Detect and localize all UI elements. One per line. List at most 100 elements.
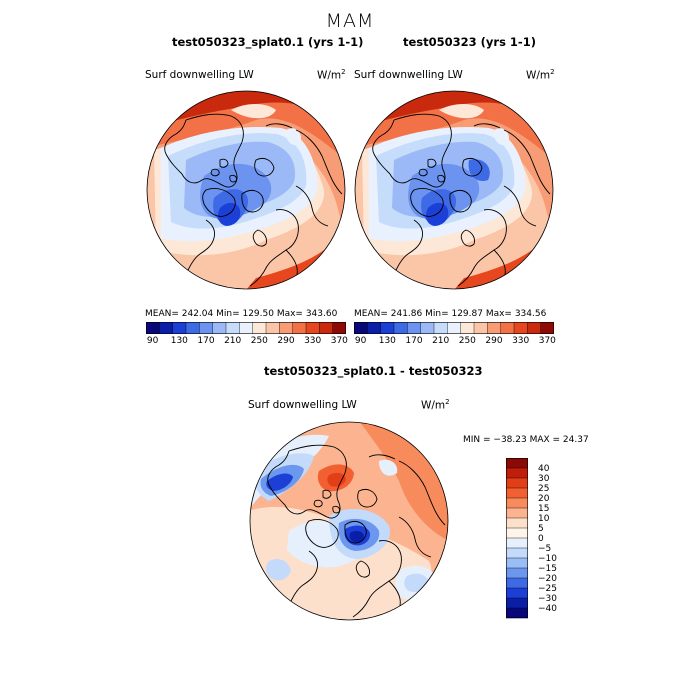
left-coastline-8: [265, 123, 293, 129]
right-colorbar-tick-3: 210: [432, 336, 450, 346]
diff-colorbar-tick-1: 30: [538, 474, 550, 484]
diff-colorbar-tick-12: −25: [538, 584, 557, 594]
left-coastline-12: [219, 158, 229, 168]
left-contour-10: [218, 202, 241, 226]
right-contour-11: [439, 104, 484, 119]
diff-colorbar-cell-4: [506, 498, 528, 509]
diff-coastline-3: [344, 520, 367, 544]
left-colorbar: [146, 322, 346, 334]
left-colorbar-tick-1: 130: [170, 336, 188, 346]
right-colorbar: [354, 322, 554, 334]
left-colorbar-cell-0: [146, 322, 160, 334]
left-contour-12: [285, 128, 302, 146]
left-colorbar-cell-6: [226, 322, 240, 334]
diff-colorbar-tick-9: −10: [538, 554, 557, 564]
left-unit-label: W/m2: [317, 68, 346, 82]
right-coastline-4: [462, 157, 483, 177]
right-colorbar-cell-2: [380, 322, 395, 334]
left-coastline-7: [295, 129, 343, 195]
diff-colorbar-cell-5: [506, 508, 528, 519]
diff-variable-label: Surf downwelling LW: [248, 399, 357, 411]
diff-contour-18: [379, 459, 398, 476]
left-colorbar-cell-14: [332, 322, 346, 334]
right-colorbar-tick-1: 130: [378, 336, 396, 346]
diff-coastline-1: [267, 450, 290, 506]
diff-colorbar-cell-6: [506, 518, 528, 529]
right-colorbar-ticks: 90 130 170 210 250 290 330 370: [354, 336, 556, 348]
diff-coastline-10: [398, 516, 432, 558]
right-coastline-10: [503, 185, 537, 227]
diff-polar-map: [249, 421, 449, 621]
diff-coastline-12: [322, 489, 332, 499]
right-colorbar-cell-5: [420, 322, 435, 334]
left-colorbar-tick-6: 330: [304, 336, 322, 346]
diff-map-border: [249, 421, 449, 621]
left-colorbar-tick-0: 90: [146, 336, 159, 346]
left-colorbar-tick-4: 250: [250, 336, 268, 346]
left-coastline-3: [241, 189, 264, 213]
left-colorbar-tick-3: 210: [224, 336, 242, 346]
diff-colorbar-tick-3: 20: [538, 494, 550, 504]
left-stats: MEAN= 242.04 Min= 129.50 Max= 343.60: [145, 309, 338, 319]
left-coastline-10: [295, 185, 329, 227]
right-colorbar-cell-11: [500, 322, 515, 334]
right-stats: MEAN= 241.86 Min= 129.87 Max= 334.56: [354, 309, 547, 319]
diff-colorbar-cell-1: [506, 468, 528, 479]
diff-panel-title: test050323_splat0.1 - test050323: [264, 364, 483, 378]
left-coastline-9: [185, 219, 215, 275]
right-coastline-11: [460, 229, 475, 247]
diff-colorbar-tick-7: 0: [538, 534, 544, 544]
right-colorbar-cell-3: [394, 322, 408, 334]
diff-minmax: MIN = −38.23 MAX = 24.37: [463, 435, 589, 445]
right-colorbar-cell-1: [367, 322, 381, 334]
left-colorbar-tick-5: 290: [277, 336, 295, 346]
right-colorbar-tick-7: 370: [538, 336, 556, 346]
left-colorbar-cell-12: [306, 322, 320, 334]
left-colorbar-cell-5: [212, 322, 227, 334]
diff-colorbar-cell-10: [506, 558, 528, 569]
left-colorbar-cell-1: [159, 322, 173, 334]
right-map-border: [354, 90, 554, 290]
right-coastline-12: [427, 158, 437, 168]
diff-coastline-4: [357, 488, 378, 508]
left-colorbar-cell-10: [279, 322, 293, 334]
right-colorbar-cell-7: [447, 322, 461, 334]
diff-colorbar-cell-7: [506, 528, 528, 539]
diff-coastline-2: [305, 518, 339, 548]
diff-colorbar-tick-5: 10: [538, 514, 550, 524]
right-contour-10: [426, 202, 449, 226]
left-colorbar-cell-9: [266, 322, 280, 334]
left-colorbar-tick-2: 170: [197, 336, 215, 346]
right-colorbar-cell-12: [514, 322, 528, 334]
right-unit-label: W/m2: [526, 68, 555, 82]
diff-coastline-7: [398, 460, 446, 526]
diff-coastline-13: [313, 499, 323, 508]
right-contour-12: [493, 128, 510, 146]
left-map-border: [146, 90, 346, 290]
left-coastline-14: [229, 174, 237, 183]
diff-colorbar-tick-14: −40: [538, 604, 557, 614]
left-coastline-13: [210, 168, 220, 177]
left-coastline-0: [181, 113, 244, 188]
diff-colorbar-cell-2: [506, 478, 528, 489]
left-colorbar-cell-8: [252, 322, 267, 334]
right-colorbar-cell-9: [474, 322, 488, 334]
left-colorbar-cell-4: [199, 322, 213, 334]
left-panel-title: test050323_splat0.1 (yrs 1-1): [172, 35, 364, 49]
left-colorbar-cell-13: [319, 322, 333, 334]
left-colorbar-ticks: 90 130 170 210 250 290 330 370: [146, 336, 348, 348]
right-polar-map: [354, 90, 554, 290]
diff-unit-label: W/m2: [421, 398, 450, 412]
diff-coastline-11: [355, 560, 370, 578]
right-coastline-2: [410, 187, 444, 217]
right-colorbar-cell-8: [460, 322, 475, 334]
diff-contour-14: [327, 472, 346, 487]
right-colorbar-cell-10: [487, 322, 501, 334]
right-colorbar-cell-4: [407, 322, 421, 334]
diff-colorbar-tick-0: 40: [538, 464, 550, 474]
left-polar-map: [146, 90, 346, 290]
diff-colorbar-cell-12: [506, 578, 528, 589]
diff-coastline-9: [288, 550, 318, 606]
left-coastline-1: [164, 119, 187, 175]
